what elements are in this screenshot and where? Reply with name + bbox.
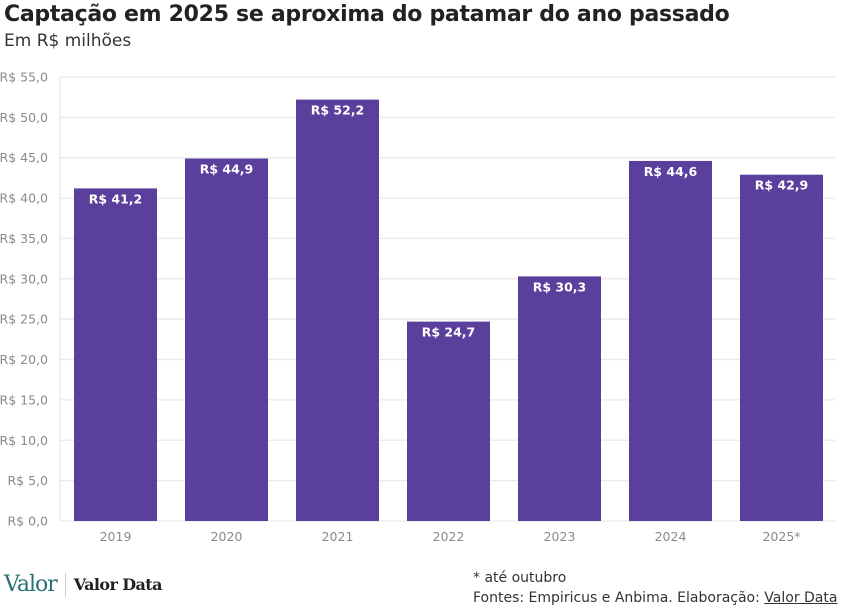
valor-data-link[interactable]: Valor Data xyxy=(764,590,838,606)
y-tick-label: R$ 45,0 xyxy=(0,150,48,165)
bar xyxy=(518,276,601,521)
y-tick-label: R$ 30,0 xyxy=(0,271,48,286)
x-tick-label: 2023 xyxy=(544,529,576,544)
footnote: * até outubro Fontes: Empiricus e Anbima… xyxy=(473,568,845,608)
data-label: R$ 41,2 xyxy=(89,191,143,206)
bar xyxy=(185,158,268,521)
x-tick-label: 2020 xyxy=(211,529,243,544)
bar xyxy=(296,99,379,521)
y-tick-label: R$ 20,0 xyxy=(0,352,48,367)
y-tick-label: R$ 55,0 xyxy=(0,70,48,85)
data-label: R$ 52,2 xyxy=(311,103,365,118)
logo-divider xyxy=(64,572,66,597)
y-tick-label: R$ 10,0 xyxy=(0,433,48,448)
y-tick-label: R$ 25,0 xyxy=(0,312,48,327)
x-tick-label: 2019 xyxy=(100,529,132,544)
logo: Valor Valor Data xyxy=(4,572,162,597)
data-label: R$ 42,9 xyxy=(755,178,809,193)
y-tick-label: R$ 50,0 xyxy=(0,110,48,125)
data-label: R$ 44,6 xyxy=(644,164,698,179)
chart-subtitle: Em R$ milhões xyxy=(4,31,132,51)
bar xyxy=(74,188,157,522)
data-label: R$ 44,9 xyxy=(200,162,254,177)
y-tick-label: R$ 35,0 xyxy=(0,231,48,246)
valor-data-logo: Valor Data xyxy=(73,575,163,594)
footnote-asterisk: * até outubro xyxy=(473,570,567,586)
y-tick-label: R$ 40,0 xyxy=(0,191,48,206)
x-tick-label: 2024 xyxy=(655,529,687,544)
y-tick-label: R$ 0,0 xyxy=(8,514,49,529)
bar xyxy=(407,321,490,521)
y-tick-label: R$ 5,0 xyxy=(8,473,49,488)
x-tick-label: 2021 xyxy=(322,529,354,544)
bar xyxy=(629,160,712,521)
data-label: R$ 30,3 xyxy=(533,279,587,294)
data-label: R$ 24,7 xyxy=(422,325,476,340)
bar xyxy=(740,174,823,521)
bar-chart: R$ 0,0 R$ 5,0 R$ 10,0 R$ 15,0 R$ 20,0 R$ 25,0… xyxy=(0,70,835,544)
y-tick-label: R$ 15,0 xyxy=(0,392,48,407)
x-tick-label: 2022 xyxy=(433,529,465,544)
valor-logo: Valor xyxy=(4,572,58,597)
chart-title: Captação em 2025 se aproxima do patamar … xyxy=(4,2,730,27)
sources-line: Fontes: Empiricus e Anbima. Elaboração: … xyxy=(473,588,845,608)
x-tick-label: 2025* xyxy=(762,529,800,544)
sources-text: Fontes: Empiricus e Anbima. Elaboração: xyxy=(473,590,765,606)
